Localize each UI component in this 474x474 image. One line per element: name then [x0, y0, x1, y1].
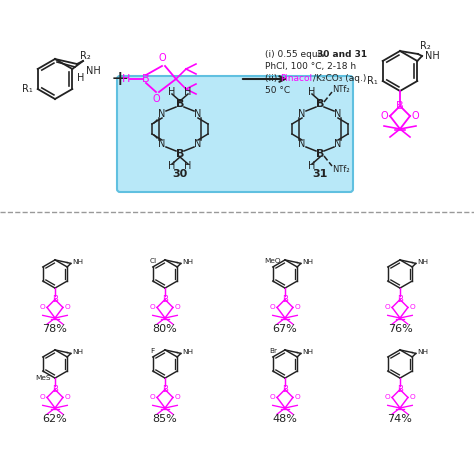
Text: H: H: [77, 73, 85, 83]
Text: H: H: [308, 87, 316, 97]
Text: O: O: [295, 304, 301, 310]
Text: O: O: [39, 394, 45, 401]
Text: H: H: [184, 87, 191, 97]
Text: O: O: [412, 111, 419, 121]
Text: NH: NH: [302, 349, 314, 355]
Text: O: O: [65, 394, 71, 401]
Text: O: O: [384, 304, 390, 310]
Text: O: O: [39, 304, 45, 310]
Text: N: N: [194, 109, 202, 119]
Text: 80%: 80%: [153, 324, 177, 334]
Text: (i) 0.55 equiv.: (i) 0.55 equiv.: [265, 49, 331, 58]
Text: B: B: [52, 295, 58, 304]
Text: 30 and 31: 30 and 31: [317, 49, 367, 58]
Text: NH: NH: [182, 259, 193, 264]
Text: O: O: [295, 394, 301, 401]
Text: H: H: [122, 74, 130, 84]
Text: 31: 31: [312, 169, 328, 179]
Text: F: F: [151, 348, 155, 355]
Text: B: B: [52, 385, 58, 394]
Text: B: B: [162, 295, 168, 304]
Text: O: O: [269, 394, 275, 401]
Text: R₂: R₂: [80, 51, 91, 61]
Text: MeS: MeS: [35, 375, 51, 381]
Text: N: N: [298, 109, 306, 119]
Text: H: H: [168, 161, 176, 171]
Text: NTf₂: NTf₂: [332, 164, 350, 173]
Text: B: B: [397, 295, 403, 304]
Text: /K₂CO₃ (aq.): /K₂CO₃ (aq.): [313, 73, 366, 82]
Text: B: B: [282, 295, 288, 304]
Text: Br: Br: [269, 348, 277, 355]
FancyBboxPatch shape: [117, 76, 353, 192]
Text: O: O: [152, 94, 160, 104]
Text: R₁: R₁: [22, 84, 33, 94]
Text: B: B: [282, 385, 288, 394]
Text: B: B: [396, 101, 404, 111]
Text: 30: 30: [173, 169, 188, 179]
Text: O: O: [410, 304, 416, 310]
Text: NH: NH: [425, 51, 440, 61]
Text: B: B: [176, 149, 184, 159]
Text: NH: NH: [182, 349, 193, 355]
Text: N: N: [194, 139, 202, 149]
Text: NH: NH: [73, 349, 83, 355]
Text: NH: NH: [418, 349, 428, 355]
Text: H: H: [308, 161, 316, 171]
Text: NTf₂: NTf₂: [332, 84, 350, 93]
Text: PhCl, 100 °C, 2-18 h: PhCl, 100 °C, 2-18 h: [265, 62, 356, 71]
Text: O: O: [149, 304, 155, 310]
Text: B: B: [397, 385, 403, 394]
Text: O: O: [384, 394, 390, 401]
Text: 78%: 78%: [43, 324, 67, 334]
Text: Cl: Cl: [149, 258, 156, 264]
Text: 50 °C: 50 °C: [265, 85, 290, 94]
Text: 76%: 76%: [388, 324, 412, 334]
Text: 74%: 74%: [388, 414, 412, 424]
Text: O: O: [175, 304, 181, 310]
Text: R₂: R₂: [420, 41, 431, 51]
Text: H: H: [184, 161, 191, 171]
Text: N: N: [158, 109, 166, 119]
Text: 85%: 85%: [153, 414, 177, 424]
Text: +: +: [111, 69, 129, 89]
Text: O: O: [380, 111, 388, 121]
Text: B: B: [142, 74, 150, 84]
Text: NH: NH: [73, 259, 83, 264]
Text: 48%: 48%: [273, 414, 298, 424]
Text: O: O: [158, 53, 166, 63]
Text: O: O: [149, 394, 155, 401]
Text: H: H: [168, 87, 176, 97]
Text: B: B: [316, 149, 324, 159]
Text: N: N: [334, 139, 342, 149]
Text: NH: NH: [86, 66, 101, 76]
Text: N: N: [298, 139, 306, 149]
Text: NH: NH: [302, 259, 314, 264]
Text: N: N: [158, 139, 166, 149]
Text: (ii): (ii): [265, 73, 280, 82]
Text: B: B: [316, 99, 324, 109]
Text: O: O: [65, 304, 71, 310]
Text: MeO: MeO: [264, 258, 281, 264]
Text: O: O: [175, 394, 181, 401]
Text: O: O: [410, 394, 416, 401]
Text: Pinacol: Pinacol: [280, 73, 312, 82]
Text: NH: NH: [418, 259, 428, 264]
Text: 62%: 62%: [43, 414, 67, 424]
Text: B: B: [162, 385, 168, 394]
Text: B: B: [176, 99, 184, 109]
Text: 67%: 67%: [273, 324, 297, 334]
Text: O: O: [269, 304, 275, 310]
Text: N: N: [334, 109, 342, 119]
Text: R₁: R₁: [367, 76, 378, 86]
